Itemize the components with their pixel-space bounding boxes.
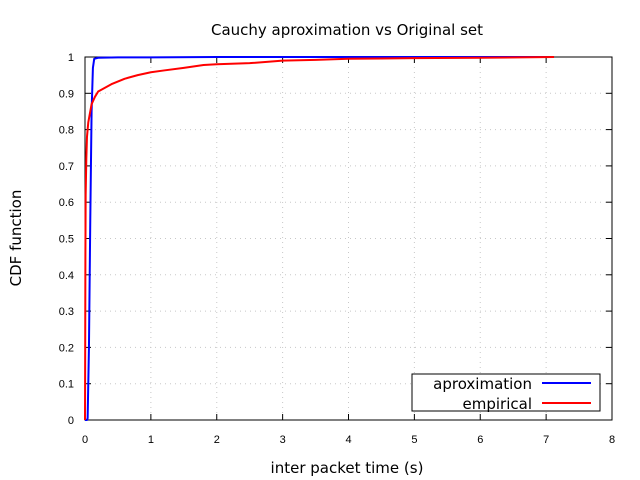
x-axis-label: inter packet time (s) bbox=[271, 459, 424, 477]
y-tick-label: 0.5 bbox=[59, 234, 74, 246]
legend-label-aproximation: aproximation bbox=[433, 375, 532, 393]
x-tick-label: 3 bbox=[280, 434, 286, 446]
x-tick-label: 2 bbox=[214, 434, 220, 446]
grid-lines bbox=[85, 57, 612, 420]
axis-ticks bbox=[84, 56, 613, 421]
y-tick-label: 0.6 bbox=[59, 197, 74, 209]
plot-frame bbox=[84, 56, 613, 421]
y-tick-label: 0.3 bbox=[59, 306, 74, 318]
y-tick-label: 0.1 bbox=[59, 379, 74, 391]
legend: aproximation empirical bbox=[411, 373, 601, 413]
y-tick-label: 0 bbox=[68, 415, 74, 427]
series-line-empirical bbox=[84, 56, 555, 421]
x-tick-label: 7 bbox=[543, 434, 549, 446]
y-tick-label: 0.7 bbox=[59, 161, 74, 173]
chart-title: Cauchy aproximation vs Original set bbox=[211, 21, 483, 39]
series-line-aproximation bbox=[85, 56, 555, 421]
x-tick-label: 0 bbox=[82, 434, 88, 446]
y-tick-label: 1 bbox=[68, 52, 74, 64]
x-tick-labels: 0 1 2 3 4 5 6 7 8 bbox=[82, 434, 615, 446]
x-tick-label: 1 bbox=[148, 434, 154, 446]
series-lines bbox=[84, 56, 555, 421]
legend-label-empirical: empirical bbox=[463, 395, 532, 413]
y-tick-labels: 0 0.1 0.2 0.3 0.4 0.5 0.6 0.7 0.8 0.9 1 bbox=[59, 52, 74, 427]
x-tick-label: 5 bbox=[411, 434, 417, 446]
y-tick-label: 0.8 bbox=[59, 125, 74, 137]
y-tick-label: 0.2 bbox=[59, 342, 74, 354]
x-tick-label: 4 bbox=[345, 434, 351, 446]
y-tick-label: 0.4 bbox=[59, 270, 74, 282]
legend-box bbox=[411, 373, 601, 412]
y-axis-label: CDF function bbox=[7, 190, 25, 287]
x-tick-label: 6 bbox=[477, 434, 483, 446]
x-tick-label: 8 bbox=[609, 434, 615, 446]
y-tick-label: 0.9 bbox=[59, 88, 74, 100]
